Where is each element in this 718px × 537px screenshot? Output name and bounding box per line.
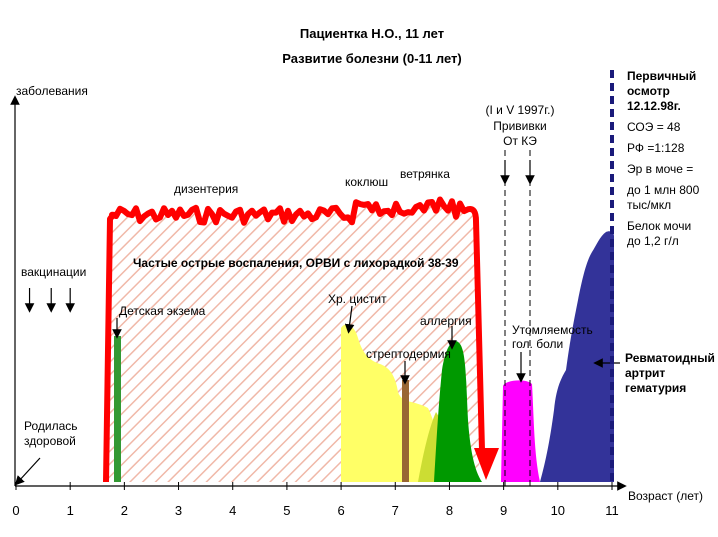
eczema-bar [114, 336, 121, 482]
fatigue-area [501, 380, 540, 482]
exam-er-value-line1: до 1 млн 800 [627, 183, 700, 197]
x-tick-label: 10 [551, 503, 565, 518]
x-axis-label: Возраст (лет) [628, 489, 703, 503]
x-tick-label: 2 [121, 503, 128, 518]
exam-title-line2: осмотр [627, 84, 670, 98]
fatigue-label-line2: гол. боли [512, 337, 563, 351]
chickenpox-label: ветрянка [400, 167, 450, 181]
x-tick-label: 11 [605, 503, 619, 518]
exam-er-value-line2: тыс/мкл [627, 198, 671, 212]
allergy-label: аллергия [420, 314, 472, 328]
exam-title-line3: 12.12.98г. [627, 99, 681, 113]
x-tick-label: 8 [446, 503, 453, 518]
vaccine-label-3: От КЭ [503, 134, 537, 148]
cystitis-label: Хр. цистит [328, 292, 387, 306]
cystitis-area [341, 324, 444, 482]
chart-title: Пациентка Н.О., 11 лет [300, 26, 444, 41]
vaccinations-label: вакцинации [21, 265, 86, 279]
infections-label: Частые острые воспаления, ОРВИ с лихорад… [133, 256, 459, 270]
birth-label-line2: здоровой [24, 434, 76, 448]
infections-outline [103, 196, 485, 483]
ra-area [540, 231, 614, 482]
birth-arrow [14, 457, 41, 486]
birth-label-line1: Родилась [24, 419, 78, 433]
x-tick-label: 3 [175, 503, 182, 518]
x-tick-label: 0 [12, 503, 19, 518]
vaccine-label-1: (I и V 1997г.) [486, 103, 555, 117]
x-tick-label: 4 [229, 503, 236, 518]
vaccination-arrows [24, 288, 75, 313]
eczema-label: Детская экзема [119, 304, 206, 318]
streptoderma-label: стрептодермия [366, 347, 451, 361]
exam-soe: СОЭ = 48 [627, 120, 681, 134]
infections-end-arrow [474, 448, 499, 480]
exam-rf: РФ =1:128 [627, 141, 685, 155]
dysentery-label: дизентерия [174, 182, 238, 196]
y-axis-label: заболевания [16, 84, 88, 98]
x-tick-label: 1 [67, 503, 74, 518]
x-tick-label: 7 [392, 503, 399, 518]
ra-label-line1: Ревматоидный [625, 351, 715, 365]
streptoderma-bar [402, 380, 409, 482]
allergy-area [434, 341, 482, 482]
exam-protein-value: до 1,2 г/л [627, 234, 679, 248]
x-tick-label: 9 [500, 503, 507, 518]
exam-protein: Белок мочи [627, 219, 691, 233]
x-tick-label: 5 [283, 503, 290, 518]
x-ticks: 0 1 2 3 4 5 6 7 8 9 10 11 [12, 482, 619, 518]
vaccine-label-2: Прививки [493, 119, 546, 133]
exam-er: Эр в моче = [627, 162, 693, 176]
exam-title-line1: Первичный [627, 69, 696, 83]
fatigue-label-line1: Утомляемость [512, 323, 593, 337]
whooping-cough-label: коклюш [345, 175, 388, 189]
chart-subtitle: Развитие болезни (0-11 лет) [282, 51, 462, 66]
ra-label-line3: гематурия [625, 381, 686, 395]
cystitis-pointer [344, 305, 355, 334]
x-tick-label: 6 [337, 503, 344, 518]
ra-label-line2: артрит [625, 366, 665, 380]
